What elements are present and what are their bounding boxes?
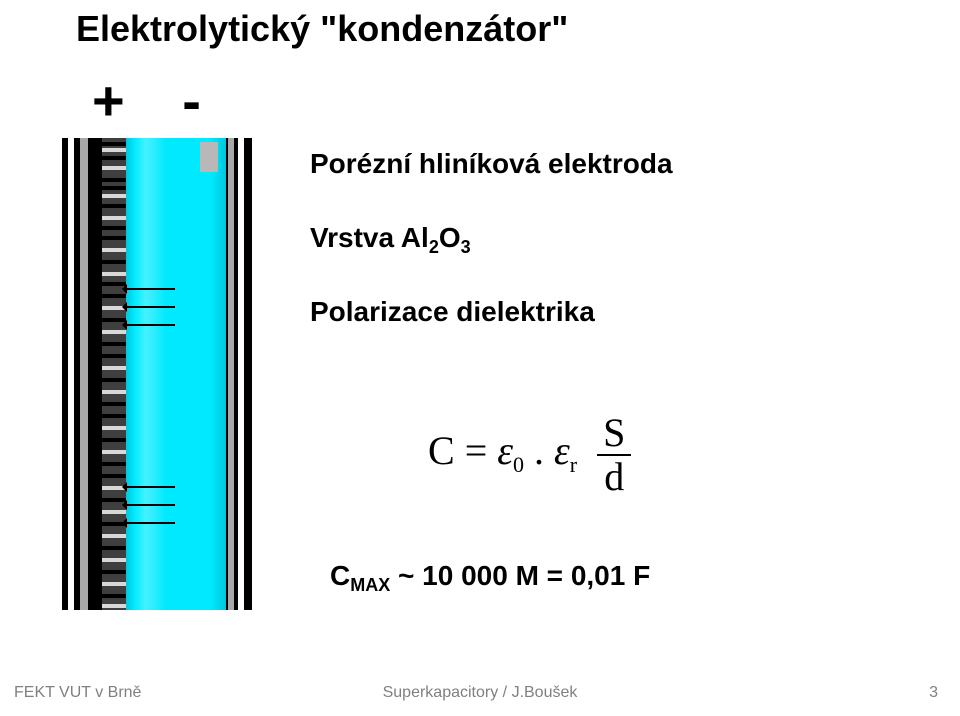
electrode-speckle <box>102 594 126 598</box>
cmax-rest: = 0,01 F <box>539 560 650 591</box>
electrode-speckle <box>102 236 126 240</box>
electrode-speckle <box>102 582 126 586</box>
diagram-strip <box>80 138 88 610</box>
label-polarization: Polarizace dielektrika <box>310 296 595 328</box>
footer-right: 3 <box>929 684 938 702</box>
electrode-speckle <box>102 366 126 370</box>
capacitor-diagram <box>62 138 252 610</box>
electrode-speckle <box>102 226 126 230</box>
formula-eq: = <box>465 428 498 473</box>
electrode-speckle <box>102 402 126 406</box>
label-electrode: Porézní hliníková elektroda <box>310 148 673 180</box>
formula-S: S <box>597 412 631 456</box>
electrode-speckle <box>102 546 126 550</box>
pointer-arrow <box>123 288 175 290</box>
pointer-arrow <box>123 522 175 524</box>
pointer-arrow <box>123 486 175 488</box>
electrode-speckle <box>102 604 126 608</box>
cmax-tilde: ~ <box>398 560 422 591</box>
electrode-speckle <box>102 426 126 430</box>
cmax-sub: MAX <box>350 575 390 595</box>
electrode-speckle <box>102 156 126 160</box>
porous-electrode-column <box>102 138 126 610</box>
electrode-speckle <box>102 260 126 264</box>
electrode-speckle <box>102 166 126 170</box>
formula-fraction: S d <box>597 412 631 498</box>
footer-left: FEKT VUT v Brně <box>14 684 141 702</box>
formula-eps0-zero: 0 <box>513 452 524 477</box>
cmax-value: 10 000 <box>422 560 515 591</box>
electrode-speckle <box>102 342 126 346</box>
label-layer-sub2: 3 <box>461 237 471 257</box>
electrode-speckle <box>102 186 126 190</box>
formula-dot: . <box>534 428 544 473</box>
cmax-line: CMAX ~ 10 000 M = 0,01 F <box>330 560 650 596</box>
electrode-speckle <box>102 450 126 454</box>
electrode-speckle <box>102 414 126 418</box>
electrolyte-fill <box>126 138 226 610</box>
label-layer-sub1: 2 <box>429 237 439 257</box>
pointer-arrow <box>123 504 175 506</box>
diagram-strip <box>228 138 234 610</box>
electrode-speckle <box>102 194 126 198</box>
label-layer-mid: O <box>439 222 461 253</box>
title-main: Elektrolytický <box>76 8 320 49</box>
electrode-speckle <box>102 354 126 358</box>
electrode-speckle <box>102 438 126 442</box>
diagram-strip <box>126 138 226 610</box>
electrode-speckle <box>102 510 126 514</box>
electrode-speckle <box>102 378 126 382</box>
label-al2o3: Vrstva Al2O3 <box>310 222 471 258</box>
formula-epsr-eps: ε <box>554 428 570 473</box>
polarity-symbols: + - <box>92 68 205 133</box>
formula-C: C <box>428 428 455 473</box>
electrode-speckle <box>102 294 126 298</box>
electrode-speckle <box>102 390 126 394</box>
electrode-speckle <box>102 558 126 562</box>
plus-symbol: + <box>92 69 129 132</box>
electrode-speckle <box>102 330 126 334</box>
slide-footer: FEKT VUT v Brně Superkapacitory / J.Bouš… <box>0 684 960 702</box>
electrode-speckle <box>102 142 126 146</box>
label-layer-pre: Vrstva Al <box>310 222 429 253</box>
electrode-speckle <box>102 204 126 208</box>
formula-epsr-r: r <box>570 452 577 477</box>
electrode-speckle <box>102 248 126 252</box>
formula-d: d <box>597 456 631 498</box>
electrode-speckle <box>102 462 126 466</box>
electrode-speckle <box>102 178 126 182</box>
electrode-speckle <box>102 272 126 276</box>
title-text: Elektrolytický "kondenzátor" <box>76 8 568 49</box>
quote-open: " <box>320 8 337 49</box>
electrode-speckle <box>102 570 126 574</box>
title-word: kondenzátor" <box>337 8 568 49</box>
electrode-speckle <box>102 534 126 538</box>
slide: Elektrolytický "kondenzátor" + - Porézní… <box>0 0 960 716</box>
diagram-strip <box>238 138 244 610</box>
cmax-C: C <box>330 560 350 591</box>
cathode-tab <box>200 142 218 172</box>
cmax-mu: M <box>516 560 539 591</box>
formula-eps0-eps: ε <box>497 428 513 473</box>
diagram-strip <box>68 138 74 610</box>
minus-symbol: - <box>182 69 205 132</box>
capacitance-formula: C = ε0 . εr S d <box>428 412 631 498</box>
pointer-arrow <box>123 324 175 326</box>
slide-title: Elektrolytický "kondenzátor" <box>76 8 568 50</box>
electrode-speckle <box>102 474 126 478</box>
electrode-speckle <box>102 148 126 152</box>
electrode-speckle <box>102 216 126 220</box>
footer-center: Superkapacitory / J.Boušek <box>0 684 960 702</box>
pointer-arrow <box>123 306 175 308</box>
